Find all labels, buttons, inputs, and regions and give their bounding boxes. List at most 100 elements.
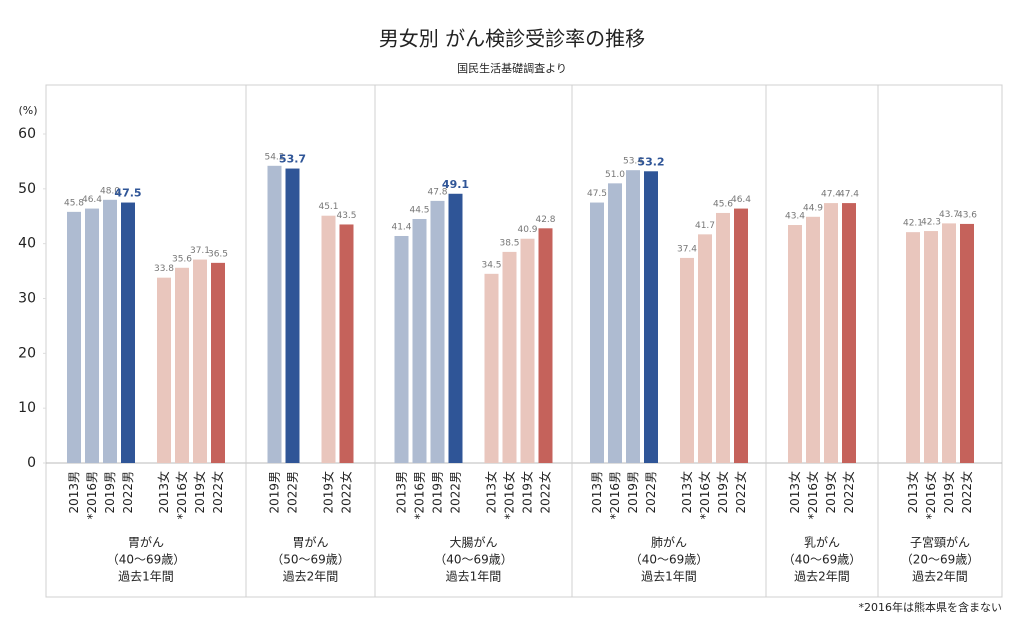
x-tick-label: *2016女	[805, 471, 820, 520]
data-label: 40.9	[517, 225, 537, 235]
data-label: 42.1	[903, 219, 923, 229]
data-label: 49.1	[442, 178, 469, 191]
bar	[716, 212, 730, 463]
data-label: 43.7	[939, 210, 959, 220]
bar	[924, 231, 938, 463]
x-tick-label: 2019男	[103, 471, 117, 514]
data-label: 43.5	[336, 211, 356, 221]
x-tick-label: 2013女	[156, 471, 171, 514]
bar	[942, 223, 956, 463]
bar	[644, 171, 658, 463]
group-label: 肺がん	[651, 535, 687, 550]
x-tick-label: 2013男	[590, 471, 604, 514]
group-label: 乳がん	[804, 535, 840, 550]
x-tick-label: *2016男	[85, 471, 99, 520]
bar	[285, 168, 300, 464]
x-tick-label: 2019女	[715, 471, 730, 514]
data-label: 54.2	[264, 152, 284, 162]
group-period: 過去1年間	[118, 570, 174, 584]
x-tick-label: 2022男	[121, 471, 135, 514]
data-label: 36.5	[208, 249, 228, 259]
group-period: 過去2年間	[912, 570, 968, 584]
x-tick-label: 2013男	[67, 471, 81, 514]
bar	[734, 208, 748, 463]
x-tick-label: 2013女	[905, 471, 920, 514]
data-label: 47.5	[114, 187, 141, 200]
bar	[842, 203, 856, 463]
bar	[626, 170, 640, 463]
bar	[430, 200, 445, 463]
group-period: 過去1年間	[446, 570, 502, 584]
x-tick-label: 2019男	[268, 471, 282, 514]
data-label: 45.8	[64, 198, 84, 208]
x-tick-label: 2022女	[841, 471, 856, 514]
bar	[412, 218, 427, 463]
bar	[698, 234, 712, 463]
data-label: 46.4	[731, 195, 751, 205]
bar	[121, 202, 135, 463]
data-label: 37.1	[190, 246, 210, 256]
group-age: （20～69歳）	[901, 553, 980, 567]
bar	[103, 199, 117, 464]
bar	[680, 257, 694, 463]
data-label: 33.8	[154, 264, 174, 274]
bar	[321, 215, 336, 463]
group-label: 大腸がん	[449, 535, 497, 550]
x-tick-label: *2016女	[174, 471, 189, 520]
group-label: 胃がん	[292, 535, 328, 550]
group-age: （40～69歳）	[630, 553, 709, 567]
data-label: 42.8	[535, 215, 555, 225]
group-label: 子宮頸がん	[910, 535, 970, 550]
data-label: 44.5	[409, 205, 429, 215]
bar	[267, 165, 282, 463]
bar	[538, 228, 553, 463]
group-period: 過去1年間	[641, 570, 697, 584]
data-label: 45.6	[713, 199, 733, 209]
x-tick-label: 2022男	[644, 471, 658, 514]
x-tick-label: 2019男	[431, 471, 445, 514]
chart-subtitle: 国民生活基礎調査より	[457, 61, 567, 75]
x-tick-label: 2013男	[395, 471, 409, 514]
data-label: 38.5	[499, 238, 519, 248]
x-tick-label: 2022女	[339, 471, 354, 514]
y-tick-label: 60	[18, 126, 36, 142]
data-label: 42.3	[921, 218, 941, 228]
group-age: （40～69歳）	[107, 553, 186, 567]
x-tick-label: *2016男	[413, 471, 427, 520]
group-period: 過去2年間	[283, 570, 339, 584]
bar	[175, 267, 189, 463]
data-label: 44.9	[803, 203, 823, 213]
x-tick-label: 2019女	[192, 471, 207, 514]
group-period: 過去2年間	[794, 570, 850, 584]
x-tick-label: 2019女	[321, 471, 336, 514]
data-label: 43.6	[957, 210, 977, 220]
bar	[85, 208, 99, 463]
x-tick-label: 2019男	[626, 471, 640, 514]
x-tick-label: *2016女	[502, 471, 517, 520]
x-tick-label: 2022男	[449, 471, 463, 514]
group-age: （50～69歳）	[271, 553, 350, 567]
x-tick-label: 2019女	[520, 471, 535, 514]
y-tick-label: 50	[18, 181, 36, 197]
x-tick-label: *2016女	[923, 471, 938, 520]
bar	[520, 238, 535, 463]
data-label: 47.4	[839, 190, 859, 200]
bar	[211, 262, 225, 463]
x-tick-label: 2013女	[679, 471, 694, 514]
bar	[906, 232, 920, 463]
bar	[339, 224, 354, 463]
x-tick-label: 2022女	[210, 471, 225, 514]
bar	[824, 203, 838, 463]
y-axis-label: (%)	[18, 104, 37, 117]
group-age: （40～69歳）	[783, 553, 862, 567]
y-tick-label: 10	[18, 400, 36, 416]
bar	[193, 259, 207, 463]
data-label: 37.4	[677, 244, 697, 254]
data-label: 47.4	[821, 190, 841, 200]
data-label: 43.4	[785, 212, 805, 222]
x-tick-label: 2022女	[538, 471, 553, 514]
y-tick-label: 40	[18, 236, 36, 252]
bar	[448, 193, 463, 464]
bar	[157, 277, 171, 463]
bar	[590, 202, 604, 463]
